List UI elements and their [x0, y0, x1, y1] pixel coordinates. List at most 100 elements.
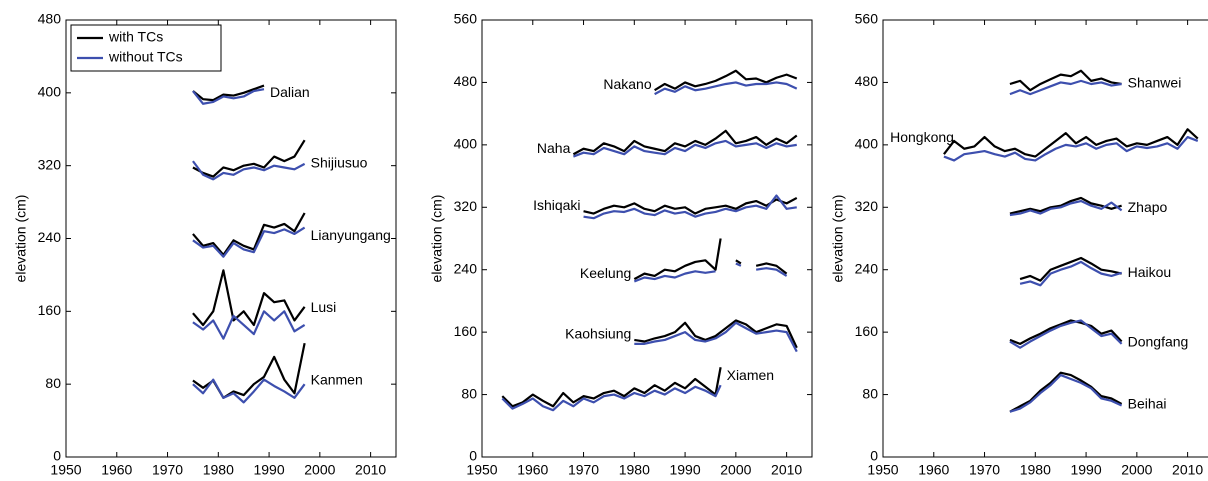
legend-box [70, 24, 222, 72]
y-tick-label: 560 [454, 11, 478, 27]
series-line [1019, 260, 1122, 287]
y-tick-label: 160 [38, 302, 62, 318]
series-line [501, 367, 722, 408]
y-tick-label: 80 [862, 385, 878, 401]
series-line [192, 84, 265, 102]
station-label: Lusi [311, 299, 337, 315]
y-tick-label: 80 [461, 385, 477, 401]
y-tick-label: 480 [454, 73, 478, 89]
series-line [654, 81, 798, 96]
series-line [192, 378, 306, 404]
x-tick-label: 1960 [918, 462, 949, 478]
panel: 0 80 160 240 320 400 480 1950 1960 1970 1980 1990 20… [13, 11, 397, 478]
station-label: Hongkong [890, 129, 954, 145]
station-label: Haikou [1128, 264, 1172, 280]
station-label: Beihai [1128, 395, 1167, 411]
y-tick-label: 320 [38, 156, 62, 172]
x-tick-label: 1950 [50, 462, 81, 478]
series-line [572, 129, 798, 156]
x-tick-label: 1990 [1070, 462, 1101, 478]
x-tick-label: 1990 [669, 462, 700, 478]
panel: 0 80 160 240 320 400 480 560 1950 1960 1970 1980 199… [429, 11, 813, 478]
series-line [192, 139, 306, 178]
x-tick-label: 1980 [1020, 462, 1051, 478]
series-line [633, 262, 788, 283]
y-tick-label: 160 [855, 323, 879, 339]
series-line [1009, 69, 1122, 92]
series-line [1019, 256, 1122, 282]
station-label: Zhapo [1128, 199, 1168, 215]
series-line [1009, 196, 1122, 215]
series-line [1009, 373, 1123, 413]
y-tick-label: 240 [855, 260, 879, 276]
y-tick-label: 480 [38, 11, 62, 27]
series-line [572, 139, 797, 158]
series-line [583, 194, 797, 220]
series-line [1009, 371, 1123, 413]
station-label: Ishiqaki [533, 197, 580, 213]
series-line [634, 321, 798, 353]
x-tick-label: 2000 [720, 462, 751, 478]
plot-frame [882, 19, 1208, 458]
station-label: Dalian [270, 84, 310, 100]
y-tick-label: 80 [45, 375, 61, 391]
y-tick-label: 480 [855, 73, 879, 89]
x-tick-label: 1960 [101, 462, 132, 478]
x-tick-label: 2010 [1172, 462, 1203, 478]
y-tick-label: 320 [855, 198, 879, 214]
y-axis-label: elevation (cm) [429, 195, 445, 283]
x-tick-label: 1990 [253, 462, 284, 478]
station-label: Dongfang [1128, 333, 1189, 349]
station-label: Shanwei [1128, 75, 1182, 91]
x-tick-label: 2000 [304, 462, 335, 478]
y-tick-label: 400 [855, 136, 879, 152]
y-axis-label: elevation (cm) [13, 195, 29, 283]
series-line [192, 160, 306, 181]
station-label: Nakano [603, 76, 651, 92]
plot-frame [481, 19, 813, 458]
y-tick-label: 400 [454, 136, 478, 152]
y-tick-label: 0 [469, 448, 477, 464]
legend-label: without TCs [108, 49, 183, 65]
y-tick-label: 0 [870, 448, 878, 464]
series-line [192, 226, 306, 258]
series-line [1009, 319, 1123, 349]
series-line [1009, 79, 1122, 96]
series-line [192, 310, 306, 340]
y-tick-label: 560 [855, 11, 879, 27]
station-label: Naha [537, 140, 571, 156]
y-tick-label: 160 [454, 323, 478, 339]
y-tick-label: 400 [38, 84, 62, 100]
series-line [192, 88, 265, 105]
series-line [583, 196, 798, 215]
x-tick-label: 1950 [466, 462, 497, 478]
x-tick-label: 2000 [1121, 462, 1152, 478]
x-tick-label: 1960 [517, 462, 548, 478]
series-line [943, 135, 1199, 162]
x-tick-label: 1970 [568, 462, 599, 478]
station-label: Shijiusuo [311, 155, 368, 171]
legend-label: with TCs [108, 29, 163, 45]
y-tick-label: 240 [38, 229, 62, 245]
series-line [192, 212, 306, 256]
panel: 0 80 160 240 320 400 480 560 1950 1960 1970 1980 199… [830, 11, 1208, 478]
x-tick-label: 1970 [969, 462, 1000, 478]
station-label: Xiamen [727, 367, 774, 383]
station-label: Kaohsiung [565, 326, 631, 342]
series-line [1009, 199, 1123, 217]
series-line [192, 342, 306, 399]
x-tick-label: 2010 [771, 462, 802, 478]
series-line [633, 238, 788, 281]
station-label: Kanmen [311, 371, 363, 387]
y-tick-label: 0 [53, 448, 61, 464]
x-tick-label: 1970 [152, 462, 183, 478]
x-tick-label: 1980 [619, 462, 650, 478]
y-axis-label: elevation (cm) [830, 195, 846, 283]
station-label: Lianyungang [311, 227, 391, 243]
series-line [192, 269, 306, 327]
series-line [501, 384, 722, 412]
x-tick-label: 2010 [355, 462, 386, 478]
series-line [943, 128, 1199, 158]
y-tick-label: 320 [454, 198, 478, 214]
